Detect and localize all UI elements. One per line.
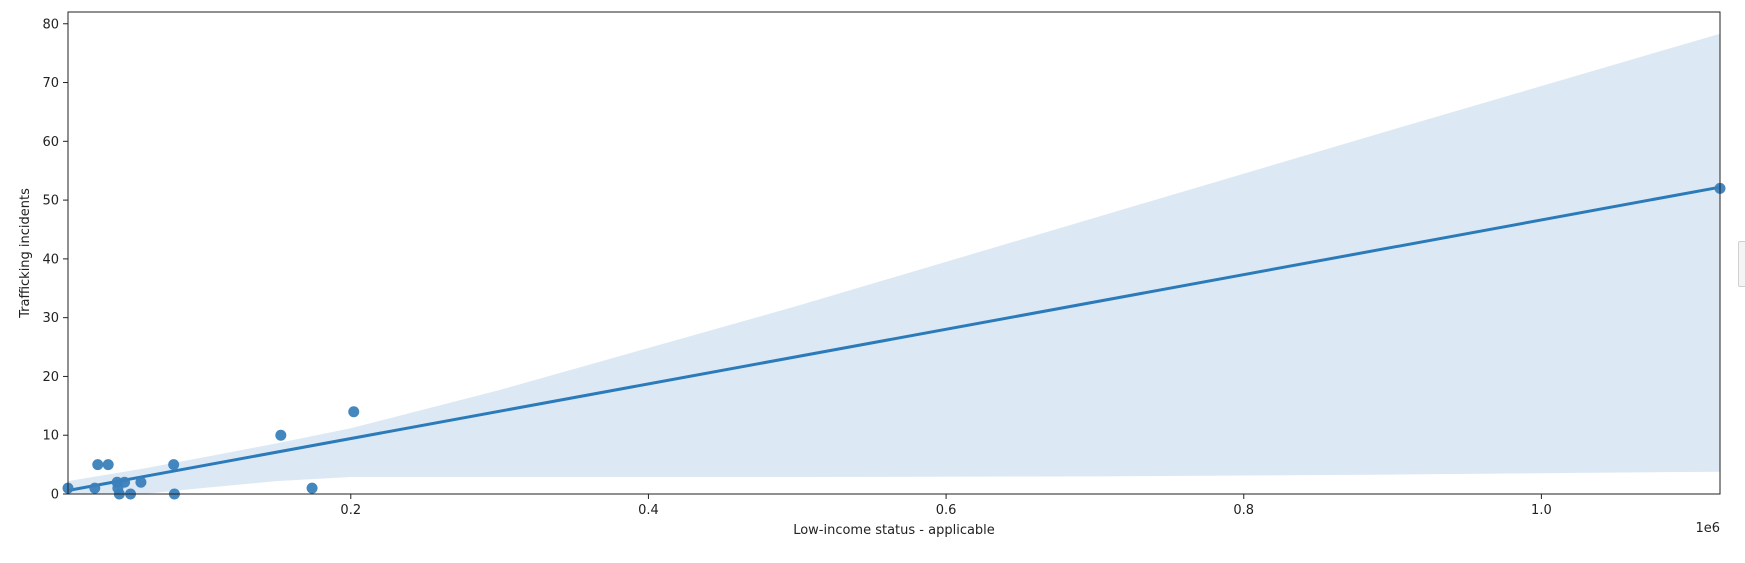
y-tick-label: 20 [42,370,59,385]
y-tick-label: 40 [42,252,59,267]
confidence-band-layer [68,33,1720,494]
scatter-point [348,406,360,418]
plot-frame [67,11,1721,495]
regression-line-layer [67,185,1721,492]
scatter-point [275,429,287,441]
scatter-point [119,476,131,488]
scatter-point [89,482,101,494]
x-tick-label: 0.4 [638,503,659,518]
scatter-point [306,482,318,494]
y-tick-label: 10 [42,429,59,444]
y-tick-label: 0 [51,488,59,503]
x-tick-label: 0.2 [340,503,361,518]
x-axis-label: Low-income status - applicable [793,523,995,538]
scatter-point [135,476,147,488]
y-tick-label: 50 [42,194,59,209]
y-tick-label: 30 [42,311,59,326]
collapsed-panel-handle[interactable] [1738,241,1745,287]
y-tick-label: 60 [42,135,59,150]
y-tick-label: 80 [42,17,59,32]
x-tick-label: 0.6 [936,503,957,518]
x-axis-offset-label: 1e6 [1695,521,1720,536]
scatter-point [168,459,180,471]
x-tick-label: 1.0 [1531,503,1552,518]
x-tick-label: 0.8 [1233,503,1254,518]
regression-line [67,185,1721,492]
x-axis-ticks: 0.2 0.4 0.6 0.8 1.0 [340,494,1552,518]
y-axis-label: Trafficking incidents [18,188,33,319]
scatter-point [92,459,104,471]
scatter-point [102,459,114,471]
confidence-band [68,33,1720,494]
y-axis-ticks: 0 10 20 30 40 50 60 70 80 [42,17,68,503]
y-tick-label: 70 [42,76,59,91]
